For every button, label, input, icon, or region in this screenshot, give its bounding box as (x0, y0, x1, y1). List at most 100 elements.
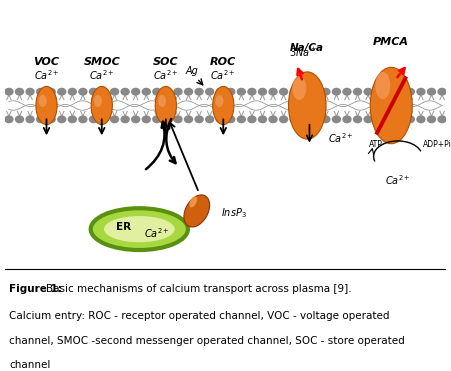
Circle shape (69, 116, 76, 122)
Circle shape (237, 116, 245, 122)
Circle shape (26, 88, 34, 95)
Circle shape (216, 88, 224, 95)
Circle shape (385, 116, 393, 122)
Circle shape (396, 116, 404, 122)
Circle shape (89, 88, 97, 95)
Circle shape (5, 116, 13, 122)
Circle shape (195, 88, 203, 95)
Circle shape (290, 88, 298, 95)
Circle shape (121, 116, 129, 122)
Text: VOC: VOC (33, 58, 60, 68)
Circle shape (100, 88, 108, 95)
Circle shape (237, 88, 245, 95)
Circle shape (121, 88, 129, 95)
Ellipse shape (292, 76, 306, 100)
Circle shape (280, 88, 288, 95)
Ellipse shape (370, 68, 412, 144)
Circle shape (15, 88, 23, 95)
Ellipse shape (375, 72, 391, 99)
Circle shape (417, 116, 425, 122)
Circle shape (406, 116, 414, 122)
Circle shape (184, 116, 193, 122)
Text: $InsP_3$: $InsP_3$ (221, 206, 247, 220)
Ellipse shape (184, 195, 210, 227)
Ellipse shape (289, 72, 326, 139)
Circle shape (5, 88, 13, 95)
Circle shape (396, 88, 404, 95)
Circle shape (110, 88, 119, 95)
Text: Figure 1:: Figure 1: (9, 284, 62, 294)
Ellipse shape (91, 208, 188, 250)
Ellipse shape (189, 196, 197, 207)
Circle shape (163, 88, 171, 95)
Ellipse shape (216, 95, 224, 107)
Circle shape (174, 88, 182, 95)
Circle shape (206, 88, 214, 95)
Circle shape (227, 88, 235, 95)
Circle shape (216, 116, 224, 122)
Text: $Ca^{2+}$: $Ca^{2+}$ (211, 68, 236, 82)
Circle shape (132, 88, 140, 95)
Text: Ag: Ag (186, 66, 199, 76)
Circle shape (258, 116, 267, 122)
Text: $Ca^{2+}$: $Ca^{2+}$ (385, 173, 411, 187)
Text: ADP+Pi: ADP+Pi (423, 140, 451, 149)
Circle shape (227, 116, 235, 122)
Circle shape (375, 116, 382, 122)
Text: $Ca^{2+}$: $Ca^{2+}$ (144, 226, 170, 240)
Circle shape (280, 116, 288, 122)
Circle shape (290, 116, 298, 122)
Circle shape (37, 116, 45, 122)
Circle shape (47, 116, 55, 122)
Text: Basic mechanisms of calcium transport across plasma [9].: Basic mechanisms of calcium transport ac… (46, 284, 352, 294)
Circle shape (132, 116, 140, 122)
Ellipse shape (158, 95, 166, 107)
Circle shape (69, 88, 76, 95)
Circle shape (153, 116, 161, 122)
Ellipse shape (39, 95, 47, 107)
Circle shape (438, 88, 446, 95)
Circle shape (37, 88, 45, 95)
Circle shape (375, 88, 382, 95)
Ellipse shape (155, 86, 176, 125)
Ellipse shape (91, 86, 112, 125)
Circle shape (364, 116, 372, 122)
Circle shape (428, 88, 436, 95)
Text: PMCA: PMCA (373, 37, 409, 47)
Circle shape (332, 116, 341, 122)
Circle shape (354, 116, 362, 122)
Circle shape (354, 88, 362, 95)
Circle shape (322, 88, 330, 95)
Circle shape (269, 116, 277, 122)
Circle shape (406, 88, 414, 95)
Text: channel: channel (9, 360, 51, 370)
Circle shape (195, 116, 203, 122)
Circle shape (174, 116, 182, 122)
Circle shape (100, 116, 108, 122)
Text: Na/Ca: Na/Ca (290, 43, 324, 53)
Ellipse shape (104, 216, 175, 242)
Circle shape (89, 116, 97, 122)
Text: $Ca^{2+}$: $Ca^{2+}$ (89, 68, 115, 82)
Circle shape (385, 88, 393, 95)
Circle shape (438, 116, 446, 122)
Circle shape (269, 88, 277, 95)
Text: ATP: ATP (369, 140, 383, 149)
Text: $Ca^{2+}$: $Ca^{2+}$ (328, 131, 354, 145)
Circle shape (343, 116, 351, 122)
Text: ER: ER (116, 222, 131, 232)
Text: $Ca^{2+}$: $Ca^{2+}$ (153, 68, 179, 82)
Text: Calcium entry: ROC - receptor operated channel, VOC - voltage operated: Calcium entry: ROC - receptor operated c… (9, 311, 389, 321)
Circle shape (184, 88, 193, 95)
Circle shape (258, 88, 267, 95)
Text: $3Na^+$: $3Na^+$ (289, 46, 317, 59)
Circle shape (248, 88, 256, 95)
Circle shape (79, 116, 87, 122)
Circle shape (322, 116, 330, 122)
Ellipse shape (94, 95, 102, 107)
Circle shape (428, 116, 436, 122)
Circle shape (58, 116, 66, 122)
Circle shape (110, 116, 119, 122)
Ellipse shape (213, 86, 234, 125)
Circle shape (142, 88, 150, 95)
